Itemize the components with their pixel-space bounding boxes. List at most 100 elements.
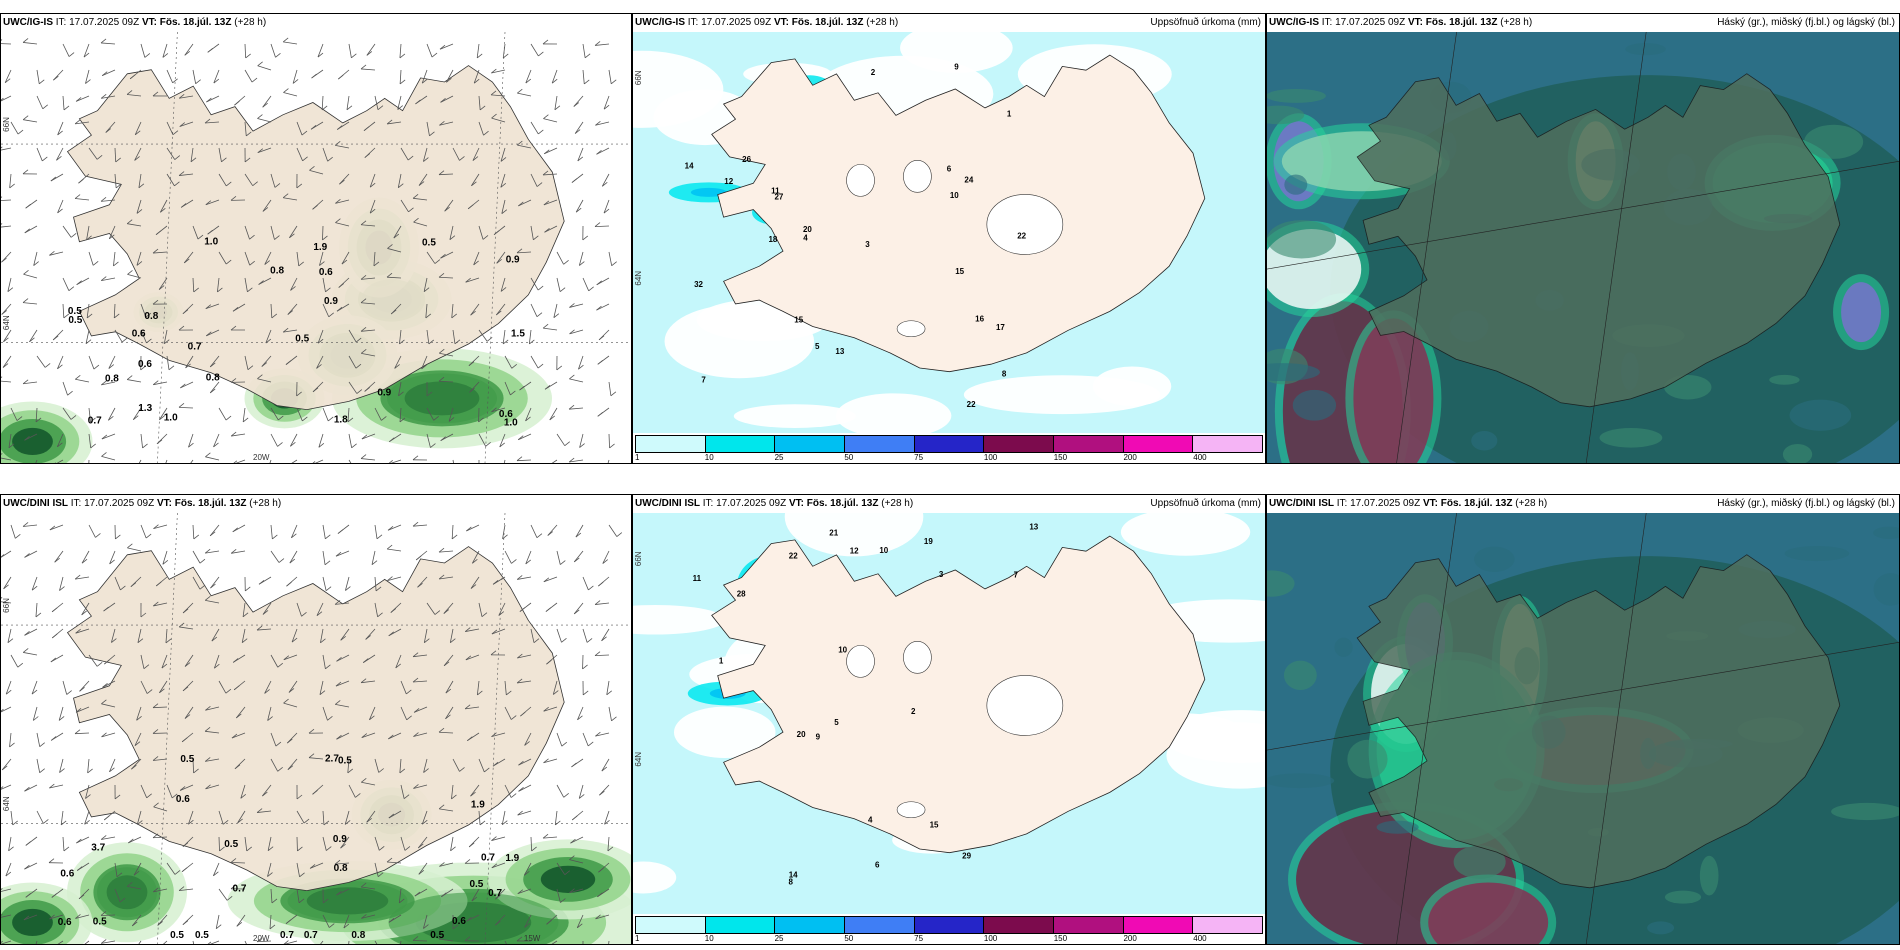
wind-barb — [443, 602, 454, 614]
wind-barb-feather — [355, 337, 362, 343]
wind-barb — [242, 602, 246, 617]
wind-barb — [400, 784, 405, 799]
wind-barb-feather — [596, 305, 602, 311]
wind-barb — [439, 352, 454, 357]
wind-barb-feather — [355, 363, 362, 369]
wind-barb — [530, 277, 539, 291]
wind-barb — [205, 121, 220, 124]
wind-barb — [113, 251, 116, 266]
wind-barb — [451, 784, 454, 799]
wind-barb — [502, 43, 506, 58]
wind-barb-feather — [188, 442, 194, 448]
wind-barb — [530, 303, 538, 317]
wind-barb-feather — [298, 261, 304, 267]
legend-swatch — [1054, 917, 1124, 933]
wind-barb-feather — [440, 98, 446, 103]
model-name: UWC/IG-IS — [635, 17, 685, 28]
wind-barb-feather — [197, 234, 204, 240]
wind-barb-feather — [60, 820, 67, 826]
wind-barb-feather — [569, 329, 575, 335]
wind-barb — [244, 121, 247, 136]
wind-barb-feather — [301, 130, 308, 136]
wind-barb-feather — [184, 51, 191, 56]
wind-barb — [152, 836, 168, 839]
wind-barb — [518, 758, 532, 766]
wind-barb-feather — [483, 130, 489, 136]
wind-barb — [127, 885, 142, 890]
wind-barb-feather — [24, 435, 30, 441]
precip-value-label: 2 — [871, 68, 876, 77]
wind-barb-feather — [262, 791, 268, 797]
wind-barb-feather — [464, 859, 471, 864]
vt-label: VT: — [788, 498, 804, 509]
wind-barb-feather — [516, 456, 523, 461]
wind-barb-feather — [553, 690, 559, 695]
wind-barb-feather — [256, 625, 263, 631]
wind-barb-feather — [217, 287, 223, 293]
wind-barb — [400, 836, 406, 851]
wind-barb — [209, 940, 220, 944]
wind-barb-feather — [438, 727, 445, 733]
wind-barb — [159, 407, 168, 420]
wind-barb-feather — [144, 53, 151, 58]
wind-barb — [33, 251, 38, 266]
wind-barb-feather — [115, 183, 122, 189]
precip-value-label: 1.5 — [511, 328, 525, 339]
wind-barb-feather — [278, 415, 284, 421]
wind-barb — [166, 355, 170, 370]
wind-barb — [398, 381, 402, 396]
precip-blob — [540, 865, 596, 893]
wind-barb-feather — [308, 728, 315, 734]
wind-barb-feather — [265, 338, 272, 344]
wind-barb-feather — [285, 919, 292, 924]
wind-barb-feather — [485, 442, 491, 447]
wind-barb-feather — [59, 586, 65, 591]
wind-barb-feather — [498, 611, 505, 616]
wind-barb — [205, 550, 220, 554]
wind-barb — [101, 199, 116, 202]
wind-barb-feather — [226, 896, 233, 901]
wind-barb-feather — [426, 391, 433, 397]
wind-barb-feather — [153, 802, 159, 808]
wind-barb — [595, 914, 610, 920]
wind-barb — [438, 731, 454, 734]
wind-barb — [543, 758, 558, 764]
legend-tick: 200 — [1123, 453, 1137, 462]
wind-barb-feather — [481, 612, 488, 617]
precip-value-label: 1.9 — [505, 853, 519, 864]
wind-barb — [530, 43, 539, 57]
wind-barb — [1, 940, 12, 944]
wind-barb-feather — [543, 149, 550, 155]
wind-barb — [1, 380, 12, 383]
wind-barb-feather — [544, 227, 550, 233]
wind-barb-feather — [246, 846, 253, 852]
wind-barb-feather — [412, 677, 419, 683]
wind-barb — [153, 602, 168, 607]
wind-barb-feather — [434, 610, 441, 615]
wind-barb — [549, 407, 558, 421]
wind-barb — [443, 654, 454, 667]
wind-barb-feather — [479, 820, 486, 826]
wind-barb — [101, 836, 116, 840]
wind-barb-feather — [546, 659, 552, 665]
legend-tick: 400 — [1193, 453, 1207, 462]
precip-value-label: 7 — [701, 375, 706, 384]
wind-barb — [165, 628, 168, 643]
wind-barb-feather — [399, 339, 405, 345]
wind-barb-feather — [450, 638, 456, 644]
wind-barb — [49, 784, 64, 789]
wind-barb-feather — [319, 261, 325, 266]
wind-barb-feather — [134, 741, 141, 746]
wind-barb — [231, 433, 246, 437]
wind-barb-feather — [466, 916, 472, 922]
wind-barb — [387, 861, 402, 864]
wind-barb-feather — [70, 415, 77, 420]
wind-barb-feather — [553, 313, 560, 318]
wind-barb-feather — [468, 842, 475, 848]
wind-barb-feather — [25, 841, 32, 846]
precip-value-label: 1.9 — [471, 799, 485, 810]
wind-barb — [270, 758, 279, 772]
wind-barb-feather — [443, 661, 450, 667]
precip-value-label: 22 — [1017, 231, 1026, 240]
wind-barb-feather — [502, 534, 508, 540]
